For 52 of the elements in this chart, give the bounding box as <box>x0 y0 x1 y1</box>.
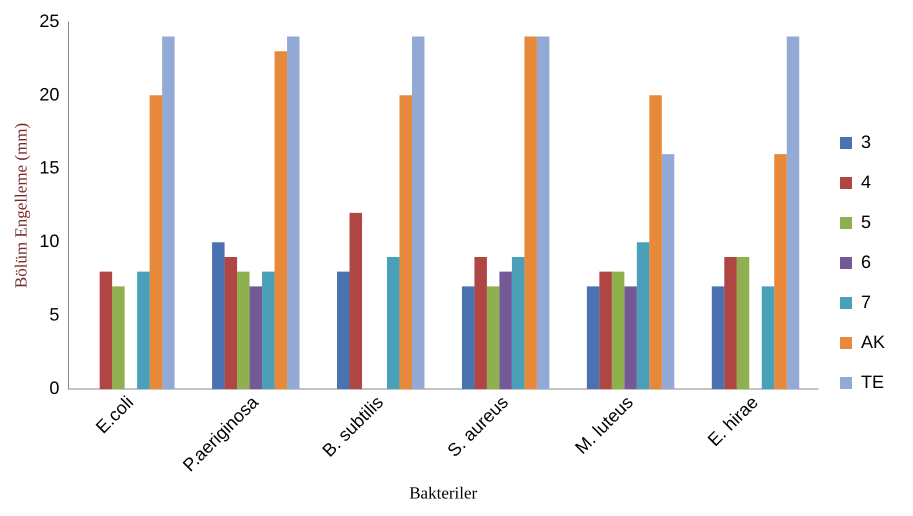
y-tick-label: 25 <box>39 10 60 31</box>
legend-label: TE <box>860 372 884 392</box>
bar <box>474 256 487 390</box>
bar <box>536 36 550 390</box>
bar <box>462 286 474 390</box>
bar <box>724 256 737 390</box>
legend-label: 5 <box>860 212 872 232</box>
bar <box>337 272 350 390</box>
y-tick-label: 15 <box>39 158 60 178</box>
bar <box>399 95 412 390</box>
bar <box>162 36 175 390</box>
legend-label: AK <box>860 332 886 352</box>
bar <box>412 36 424 390</box>
bar <box>662 154 674 390</box>
bar <box>237 272 250 390</box>
bar <box>649 95 662 390</box>
bar <box>524 36 537 390</box>
bar <box>150 95 162 390</box>
bar <box>762 286 774 390</box>
bar <box>350 212 362 390</box>
bar <box>262 272 275 390</box>
bar <box>499 272 512 390</box>
bar <box>274 51 288 390</box>
bar <box>486 286 500 390</box>
bar <box>386 256 400 390</box>
bar <box>586 286 600 390</box>
bar <box>599 272 612 390</box>
bar <box>736 256 750 390</box>
bar <box>224 256 238 390</box>
y-tick-label: 20 <box>39 84 60 104</box>
y-tick-label: 5 <box>49 304 60 325</box>
legend-label: 4 <box>860 172 872 192</box>
legend-label: 6 <box>860 252 872 272</box>
bar <box>212 242 225 390</box>
bar <box>624 286 637 390</box>
bar <box>612 272 624 390</box>
bar <box>287 36 300 390</box>
legend-label: 3 <box>860 132 872 152</box>
bar <box>250 286 262 390</box>
bar <box>774 154 787 390</box>
bar <box>100 272 112 390</box>
bar <box>636 242 650 390</box>
legend-label: 7 <box>860 292 872 312</box>
y-tick-label: 10 <box>39 231 60 252</box>
x-axis-title: Bakteriler <box>409 483 478 502</box>
bar <box>512 256 524 390</box>
bar <box>137 272 150 390</box>
y-axis-title: Bölüm Engelleme (mm) <box>12 122 31 288</box>
bar <box>712 286 724 390</box>
bar <box>786 36 800 390</box>
y-tick-label: 0 <box>49 378 60 398</box>
bar <box>112 286 125 390</box>
